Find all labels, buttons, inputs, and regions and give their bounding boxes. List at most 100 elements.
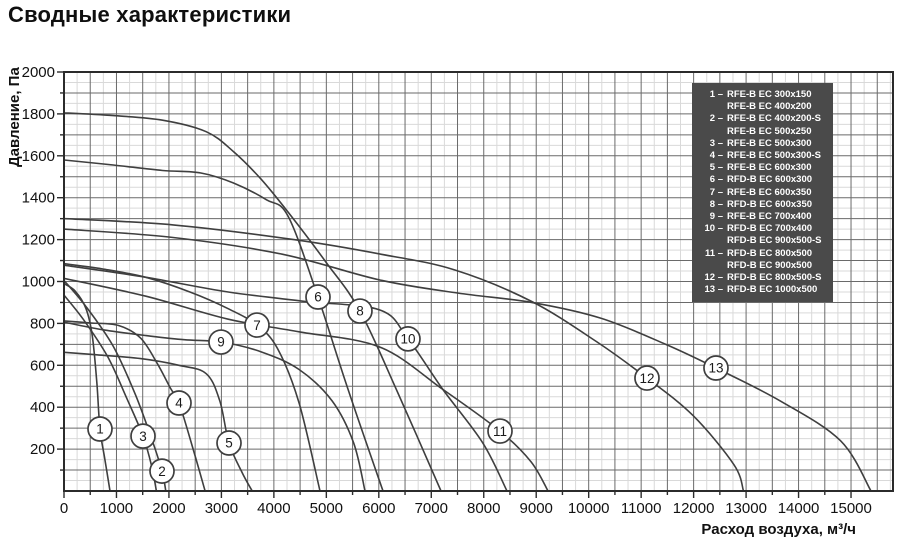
legend-row: 13 – RFD-B EC 1000x500 bbox=[696, 284, 831, 296]
legend-row-number: 5 – bbox=[709, 162, 723, 174]
x-tick-label: 5000 bbox=[310, 500, 343, 517]
legend-row-model: RFE-B EC 400x200-S bbox=[727, 113, 821, 125]
legend-row: 7 – RFE-B EC 600x350 bbox=[696, 187, 831, 199]
legend-row: 11 – RFD-B EC 800x500 bbox=[696, 248, 831, 260]
axis-tick-labels: 0 1000 2000 3000 4000 5000 6000 7000 8000 9000 100… bbox=[22, 64, 872, 517]
legend-row-model: RFD-B EC 700x400 bbox=[727, 223, 813, 235]
curve-marker-number-12: 12 bbox=[639, 371, 654, 386]
legend-row: 10 – RFD-B EC 700x400 bbox=[696, 223, 831, 235]
y-axis-title: Давление, Па bbox=[6, 67, 23, 167]
x-tick-label: 8000 bbox=[467, 500, 500, 517]
curve-marker-number-4: 4 bbox=[175, 396, 183, 411]
fan-curve-10 bbox=[64, 264, 508, 491]
legend-row-model: RFE-B EC 500x250 bbox=[727, 125, 812, 137]
curve-marker-circle-4 bbox=[166, 390, 192, 416]
curve-marker-circle-5 bbox=[216, 430, 242, 456]
legend-row-model: RFD-B EC 900x500 bbox=[727, 259, 813, 271]
y-tick-label: 1400 bbox=[22, 190, 55, 207]
legend-row-number bbox=[696, 235, 723, 247]
y-tick-label: 200 bbox=[30, 441, 55, 458]
fan-curve-9 bbox=[64, 321, 366, 491]
curve-marker-number-1: 1 bbox=[96, 422, 104, 437]
legend-row: RFD-B EC 900x500-S bbox=[696, 235, 831, 247]
legend-row: 4 – RFE-B EC 500x300-S bbox=[696, 150, 831, 162]
curve-marker-circle-12 bbox=[634, 365, 660, 391]
legend-row-model: RFD-B EC 800x500-S bbox=[727, 272, 822, 284]
x-tick-label: 9000 bbox=[520, 500, 553, 517]
fan-curve-7 bbox=[64, 262, 321, 491]
x-tick-label: 7000 bbox=[415, 500, 448, 517]
legend-row-number: 1 – bbox=[709, 89, 723, 100]
curve-marker-circle-13 bbox=[703, 355, 729, 381]
curve-marker-number-9: 9 bbox=[217, 335, 225, 350]
y-tick-label: 600 bbox=[30, 357, 55, 374]
curve-marker-circle-7 bbox=[244, 312, 270, 338]
legend-row-number: 7 – bbox=[709, 186, 723, 198]
legend: 1 – RFE-B EC 300x150 RFE-B EC 400x200 2 – RF… bbox=[692, 83, 833, 302]
y-tick-label: 800 bbox=[30, 315, 55, 332]
legend-row-model: RFD-B EC 600x350 bbox=[727, 198, 813, 210]
curve-marker-circle-10 bbox=[395, 326, 421, 352]
legend-row-number: 10 – bbox=[704, 223, 724, 235]
legend-row-model: RFD-B EC 1000x500 bbox=[727, 284, 818, 296]
x-tick-label: 12000 bbox=[673, 500, 715, 517]
legend-row-number bbox=[696, 260, 723, 272]
curve-marker-circle-3 bbox=[130, 423, 156, 449]
curve-marker-number-13: 13 bbox=[708, 361, 723, 376]
x-axis-title: Расход воздуха, м³/ч bbox=[701, 521, 856, 538]
curve-marker-number-11: 11 bbox=[493, 424, 507, 439]
curve-marker-number-3: 3 bbox=[139, 429, 147, 444]
curve-marker-number-6: 6 bbox=[314, 290, 322, 305]
curve-marker-number-10: 10 bbox=[400, 332, 415, 347]
legend-row-number bbox=[696, 101, 723, 113]
y-tick-label: 2000 bbox=[22, 64, 55, 81]
x-tick-label: 1000 bbox=[100, 500, 133, 517]
fan-curve-1 bbox=[64, 282, 111, 491]
fan-curve-13 bbox=[64, 228, 872, 491]
curve-marker-circle-6 bbox=[305, 284, 331, 310]
fan-curve-6 bbox=[64, 159, 384, 491]
legend-row: 3 – RFE-B EC 500x300 bbox=[696, 138, 831, 150]
curve-marker-circle-8 bbox=[347, 298, 373, 324]
curve-marker-number-7: 7 bbox=[253, 318, 261, 333]
legend-row-model: RFE-B EC 700x400 bbox=[727, 211, 812, 223]
curve-marker-circle-11 bbox=[487, 418, 513, 444]
legend-row: RFE-B EC 500x250 bbox=[696, 126, 831, 138]
legend-row-model: RFE-B EC 300x150 bbox=[727, 89, 812, 100]
legend-row-number: 6 – bbox=[709, 174, 723, 186]
x-tick-label: 6000 bbox=[362, 500, 395, 517]
legend-row-number: 12 – bbox=[704, 272, 724, 284]
fan-curve-11 bbox=[64, 277, 549, 491]
legend-row-model: RFE-B EC 600x350 bbox=[727, 186, 812, 198]
curve-marker-circle-2 bbox=[149, 458, 175, 484]
legend-row-number: 11 – bbox=[705, 247, 723, 259]
x-tick-label: 10000 bbox=[568, 500, 610, 517]
curve-marker-number-5: 5 bbox=[225, 436, 233, 451]
curve-marker-number-8: 8 bbox=[356, 304, 364, 319]
fan-curve-5 bbox=[64, 351, 253, 491]
fan-curve-8 bbox=[64, 112, 442, 491]
legend-row-number bbox=[696, 126, 723, 138]
x-tick-label: 3000 bbox=[205, 500, 238, 517]
legend-row-model: RFD-B EC 900x500-S bbox=[727, 235, 822, 247]
legend-row-number: 4 – bbox=[709, 150, 723, 162]
curve-marker-circle-1 bbox=[87, 416, 113, 442]
legend-row: RFD-B EC 900x500 bbox=[696, 260, 831, 272]
legend-row: 5 – RFE-B EC 600x300 bbox=[696, 162, 831, 174]
legend-row-model: RFE-B EC 500x300 bbox=[727, 137, 812, 149]
x-tick-label: 13000 bbox=[725, 500, 767, 517]
y-tick-label: 400 bbox=[30, 399, 55, 416]
legend-row: 6 – RFD-B EC 600x300 bbox=[696, 174, 831, 186]
legend-row: RFE-B EC 400x200 bbox=[696, 101, 831, 113]
x-tick-label: 0 bbox=[60, 500, 68, 517]
y-tick-label: 1200 bbox=[22, 232, 55, 249]
legend-row-number: 2 – bbox=[709, 113, 723, 125]
legend-row: 8 – RFD-B EC 600x350 bbox=[696, 199, 831, 211]
y-tick-label: 1800 bbox=[22, 106, 55, 123]
x-tick-label: 14000 bbox=[778, 500, 820, 517]
axis-ticks bbox=[57, 71, 852, 498]
legend-row: 9 – RFE-B EC 700x400 bbox=[696, 211, 831, 223]
legend-row-number: 8 – bbox=[709, 198, 723, 210]
